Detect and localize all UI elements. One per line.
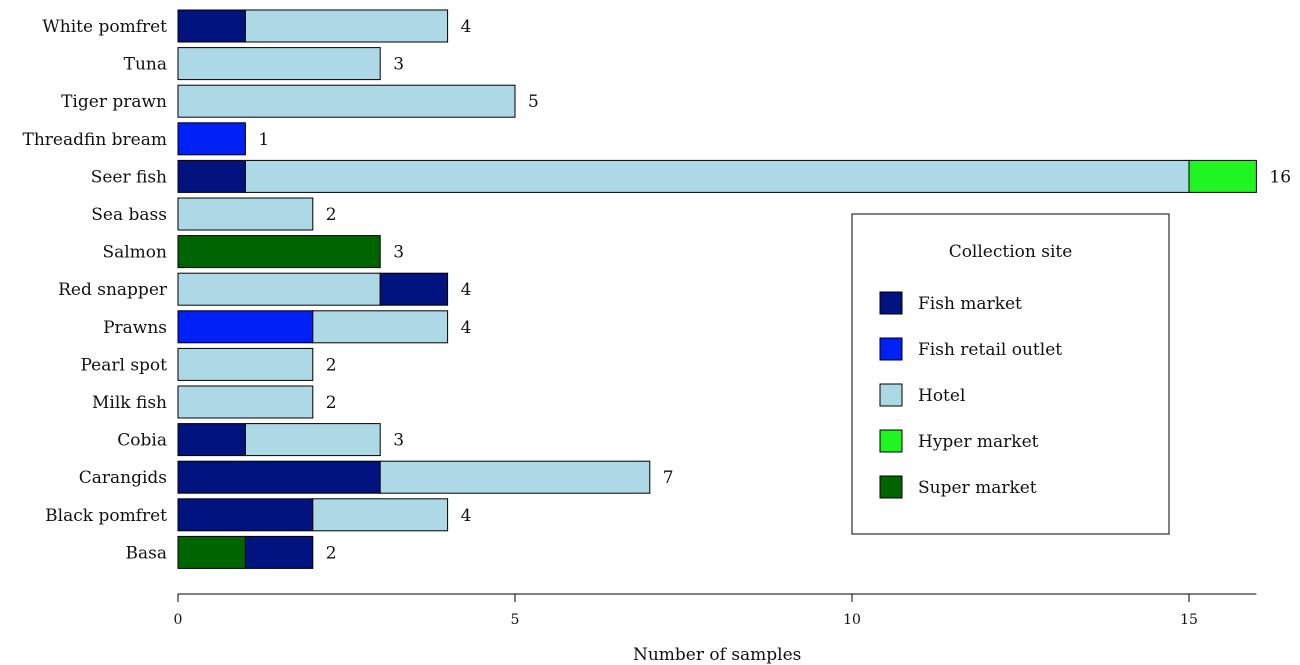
bar-segment-seer-fish-hotel [244,159,1190,193]
data-label-red-snapper: 4 [461,280,472,300]
bar-segment-threadfin-bream-fish-retail-outlet [177,122,246,156]
bar-segment-red-snapper-fish-market [379,272,449,306]
legend-swatch-fish-market [879,291,903,315]
legend-label-fish-retail-outlet: Fish retail outlet [918,340,1062,360]
data-label-pearl-spot: 2 [326,355,337,375]
category-label-sea-bass: Sea bass [91,205,167,225]
data-label-prawns: 4 [461,318,472,338]
bar-segment-cobia-fish-market [177,423,246,457]
category-label-white-pomfret: White pomfret [42,17,167,37]
legend-title: Collection site [949,242,1073,262]
legend-swatch-fish-retail-outlet [879,337,903,361]
x-tick-label-15: 15 [1180,612,1198,628]
category-label-black-pomfret: Black pomfret [45,506,167,526]
bar-segment-tuna-hotel [177,47,381,81]
bar-segment-white-pomfret-hotel [244,9,449,43]
labels-layer: White pomfret 4 Tuna 3 Tiger prawn 5 Threadfin… [22,17,1291,563]
bar-segment-pearl-spot-hotel [177,347,314,381]
bar-segment-carangids-hotel [379,460,651,494]
category-label-tuna: Tuna [124,55,167,75]
x-tick-label-5: 5 [511,612,520,628]
bars-layer [177,9,1257,569]
category-label-cobia: Cobia [117,431,167,451]
data-label-tuna: 3 [393,55,404,75]
data-label-carangids: 7 [663,468,674,488]
legend-items: Fish market Fish retail outlet Hotel Hyper … [879,291,1062,499]
data-label-seer-fish: 16 [1269,167,1291,187]
category-label-red-snapper: Red snapper [58,280,168,300]
legend: Collection site Fish market Fish retail o… [851,213,1170,535]
legend-label-fish-market: Fish market [918,294,1022,314]
x-axis: 0 5 10 15 [174,593,1257,628]
legend-box [851,213,1170,535]
data-label-cobia: 3 [393,431,404,451]
legend-swatch-hotel [879,383,903,407]
data-label-milk-fish: 2 [326,393,337,413]
bar-segment-carangids-fish-market [177,460,381,494]
category-label-salmon: Salmon [102,243,167,263]
category-label-threadfin-bream: Threadfin bream [22,130,167,150]
bar-segment-seer-fish-fish-market [177,159,246,193]
category-label-seer-fish: Seer fish [91,167,167,187]
bar-segment-salmon-super-market [177,235,381,269]
bar-segment-seer-fish-hyper-market [1188,159,1257,193]
bar-segment-prawns-fish-retail-outlet [177,310,314,344]
bar-segment-basa-super-market [177,535,246,569]
bar-segment-white-pomfret-fish-market [177,9,246,43]
data-label-threadfin-bream: 1 [258,130,269,150]
bar-segment-cobia-hotel [244,423,381,457]
x-axis-title: Number of samples [633,645,801,665]
category-label-prawns: Prawns [103,318,167,338]
legend-label-hotel: Hotel [918,386,965,406]
bar-segment-milk-fish-hotel [177,385,314,419]
bar-segment-tiger-prawn-hotel [177,84,516,118]
data-label-salmon: 3 [393,243,404,263]
category-label-carangids: Carangids [79,468,167,488]
category-label-milk-fish: Milk fish [92,393,167,413]
bar-segment-black-pomfret-hotel [312,498,449,532]
legend-label-hyper-market: Hyper market [918,432,1039,452]
x-tick-label-0: 0 [174,612,183,628]
data-label-white-pomfret: 4 [461,17,472,37]
data-label-sea-bass: 2 [326,205,337,225]
bar-segment-basa-fish-market [244,535,314,569]
data-label-tiger-prawn: 5 [528,92,539,112]
data-label-black-pomfret: 4 [461,506,472,526]
bar-segment-prawns-hotel [312,310,449,344]
legend-label-super-market: Super market [918,478,1037,498]
legend-swatch-hyper-market [879,429,903,453]
bar-segment-black-pomfret-fish-market [177,498,314,532]
category-label-pearl-spot: Pearl spot [80,355,167,375]
category-label-tiger-prawn: Tiger prawn [61,92,167,112]
category-label-basa: Basa [126,543,168,563]
x-tick-label-10: 10 [843,612,861,628]
bar-segment-red-snapper-hotel [177,272,381,306]
bar-segment-sea-bass-hotel [177,197,314,231]
data-label-basa: 2 [326,543,337,563]
legend-swatch-super-market [879,475,903,499]
